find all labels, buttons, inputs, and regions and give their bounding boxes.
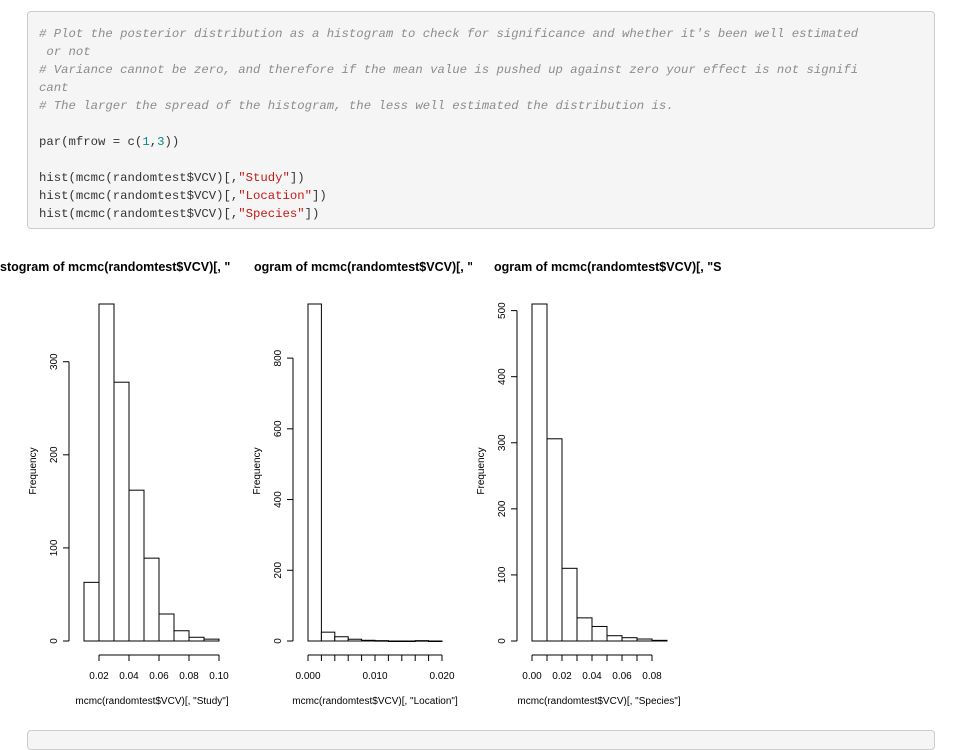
code-comment-line: # Variance cannot be zero, and therefore…: [39, 63, 859, 77]
code-comment-line: # Plot the posterior distribution as a h…: [39, 27, 859, 41]
histogram-bar: [98, 303, 115, 642]
histogram-bar: [188, 636, 205, 642]
histogram-bar: [561, 567, 578, 642]
histogram-bar: [173, 630, 190, 642]
chart-title: ogram of mcmc(randomtest$VCV)[, "S: [494, 260, 722, 274]
chart-title: ogram of mcmc(randomtest$VCV)[, "L: [254, 260, 481, 274]
histogram-bar: [158, 613, 175, 642]
y-axis-label: Frequency: [476, 447, 487, 494]
code-hist-line: hist(mcmc(randomtest$VCV)[,"Location"]): [39, 187, 327, 205]
code-text: hist(mcmc(randomtest$VCV)[,: [39, 207, 239, 221]
code-block: # Plot the posterior distribution as a h…: [27, 11, 935, 229]
x-tick-label: 0.00: [522, 671, 542, 682]
code-text: par(mfrow = c(: [39, 135, 143, 149]
code-number: 1: [142, 135, 150, 149]
x-tick-label: 0.000: [295, 671, 320, 682]
y-tick-label: 0: [497, 638, 508, 644]
y-tick-label: 200: [49, 446, 60, 463]
x-tick-label: 0.08: [179, 671, 199, 682]
x-axis-label: mcmc(randomtest$VCV)[, "Location"]: [292, 696, 458, 707]
histogram-figure: stogram of mcmc(randomtest$VCV)[, "0.02 0…: [0, 260, 722, 707]
code-text: ,: [149, 135, 158, 149]
histogram-bar: [334, 636, 349, 642]
y-tick-label: 100: [49, 539, 60, 556]
code-text: ]): [312, 189, 327, 203]
y-tick-label: 300: [497, 434, 508, 451]
code-string: "Location": [238, 189, 313, 203]
histogram-bar: [347, 638, 363, 642]
y-tick-label: 400: [497, 368, 508, 385]
code-comment-line: # The larger the spread of the histogram…: [39, 99, 674, 113]
histogram-bar: [621, 637, 638, 642]
x-tick-label: 0.08: [642, 671, 662, 682]
x-tick-label: 0.02: [552, 671, 572, 682]
y-tick-label: 200: [273, 561, 284, 578]
histogram-bar: [128, 489, 145, 642]
y-tick-label: 100: [497, 566, 508, 583]
code-text: ]): [304, 207, 320, 221]
y-tick-label: 0: [49, 638, 60, 644]
histogram-bar: [361, 639, 376, 642]
code-hist-line: hist(mcmc(randomtest$VCV)[,"Species"]): [39, 205, 319, 223]
histogram-bar: [307, 303, 322, 642]
y-axis-label: Frequency: [252, 447, 263, 494]
code-string: "Study": [238, 171, 290, 185]
chart-title: stogram of mcmc(randomtest$VCV)[, ": [0, 260, 230, 274]
y-tick-label: 500: [497, 302, 508, 319]
histogram-bar: [83, 581, 100, 642]
x-axis-label: mcmc(randomtest$VCV)[, "Study"]: [75, 696, 228, 707]
y-tick-label: 800: [273, 349, 284, 366]
x-tick-label: 0.02: [89, 671, 109, 682]
code-number: 3: [157, 135, 165, 149]
histogram-bar: [636, 638, 653, 642]
histogram-bar: [531, 303, 548, 642]
x-tick-label: 0.04: [582, 671, 602, 682]
histogram-bar: [576, 617, 593, 642]
histogram-bar: [414, 640, 430, 642]
histogram-bar: [428, 640, 443, 642]
x-tick-label: 0.04: [119, 671, 139, 682]
histogram-bar: [143, 557, 160, 642]
histogram-bar: [591, 625, 608, 642]
histogram-bar: [546, 438, 563, 642]
code-comment-line: cant: [39, 81, 69, 95]
code-hist-line: hist(mcmc(randomtest$VCV)[,"Study"]): [39, 169, 305, 187]
x-tick-label: 0.10: [209, 671, 229, 682]
code-text: ]): [289, 171, 305, 185]
code-text: hist(mcmc(randomtest$VCV)[,: [39, 171, 239, 185]
y-tick-label: 0: [273, 638, 284, 644]
histogram-bar: [387, 640, 403, 642]
next-code-block: [27, 730, 935, 750]
code-comment-line: or not: [39, 45, 91, 59]
histogram-bar: [113, 381, 130, 642]
code-par-line: par(mfrow = c(1,3)): [39, 133, 179, 151]
histogram-bar: [320, 631, 336, 642]
x-tick-label: 0.06: [149, 671, 169, 682]
histogram-bar: [651, 639, 668, 642]
x-tick-label: 0.020: [429, 671, 454, 682]
code-text: hist(mcmc(randomtest$VCV)[,: [39, 189, 239, 203]
y-tick-label: 600: [273, 420, 284, 437]
histogram-bar: [606, 635, 623, 642]
y-tick-label: 200: [497, 500, 508, 517]
code-text: )): [164, 135, 180, 149]
y-tick-label: 400: [273, 491, 284, 508]
histogram-bar: [374, 640, 389, 642]
code-string: "Species": [238, 207, 305, 221]
x-axis-label: mcmc(randomtest$VCV)[, "Species"]: [517, 696, 680, 707]
histogram-bar: [401, 640, 416, 642]
y-axis-label: Frequency: [28, 447, 39, 494]
y-tick-label: 300: [49, 353, 60, 370]
x-tick-label: 0.010: [362, 671, 387, 682]
x-tick-label: 0.06: [612, 671, 632, 682]
histogram-bar: [203, 638, 220, 642]
